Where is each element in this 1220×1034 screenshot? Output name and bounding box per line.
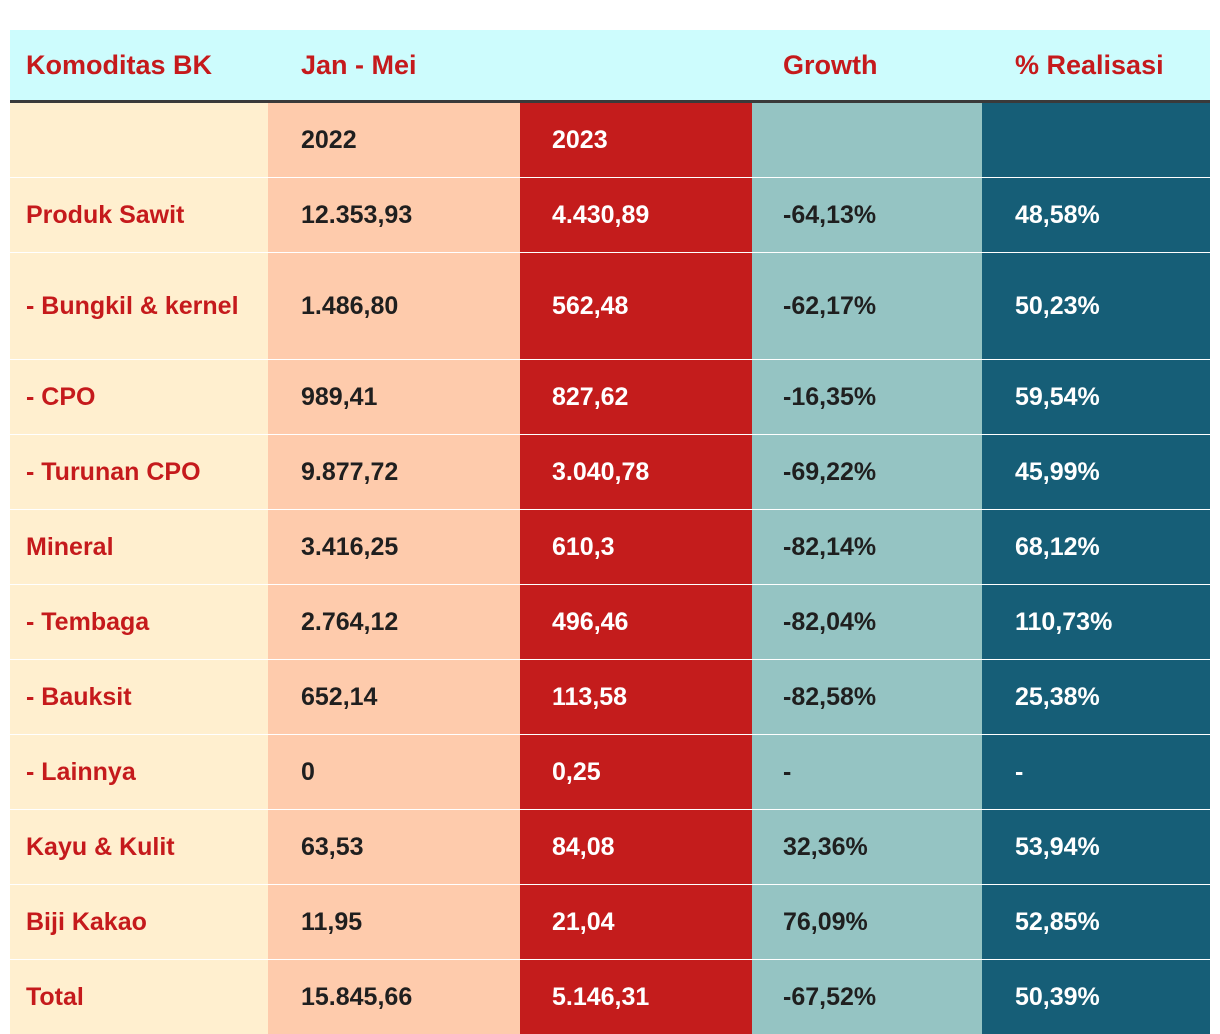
cell-value-2023: 84,08 <box>520 810 752 884</box>
cell-realization: 50,39% <box>982 960 1210 1034</box>
cell-realization: 50,23% <box>982 253 1210 359</box>
cell-value-2022: 2.764,12 <box>268 585 520 659</box>
cell-commodity: Produk Sawit <box>10 178 268 252</box>
cell-realization: 53,94% <box>982 810 1210 884</box>
cell-value-2023: 4.430,89 <box>520 178 752 252</box>
cell-value-2022: 989,41 <box>268 360 520 434</box>
header-period: Jan - Mei <box>301 50 417 80</box>
cell-value-2023: 3.040,78 <box>520 435 752 509</box>
cell-realization: 25,38% <box>982 660 1210 734</box>
header-realization: % Realisasi <box>1015 50 1164 80</box>
cell-commodity: - Lainnya <box>10 735 268 809</box>
cell-realization: 45,99% <box>982 435 1210 509</box>
cell-growth: 32,36% <box>752 810 982 884</box>
cell-value-2023: 0,25 <box>520 735 752 809</box>
year-row: 2022 2023 <box>10 103 1210 178</box>
cell-commodity: - Bungkil & kernel <box>10 253 268 359</box>
cell-value-2022: 9.877,72 <box>268 435 520 509</box>
table-body: 2022 2023 Produk Sawit 12.353,93 4.430,89-… <box>10 103 1210 1034</box>
cell-growth: - <box>752 735 982 809</box>
cell-growth: -67,52% <box>752 960 982 1034</box>
cell-commodity: - Bauksit <box>10 660 268 734</box>
cell-realization: 48,58% <box>982 178 1210 252</box>
table-row: - Tembaga 2.764,12 496,46 -82,04% 110,73% <box>10 585 1210 660</box>
cell-commodity: - Turunan CPO <box>10 435 268 509</box>
cell-commodity: Kayu & Kulit <box>10 810 268 884</box>
table-row: - Lainnya 0 0,25- - <box>10 735 1210 810</box>
cell-realization: 68,12% <box>982 510 1210 584</box>
cell-commodity: - Tembaga <box>10 585 268 659</box>
cell-value-2022: 12.353,93 <box>268 178 520 252</box>
cell-growth: -16,35% <box>752 360 982 434</box>
cell-commodity: - CPO <box>10 360 268 434</box>
table-row: Kayu & Kulit 63,53 84,08 32,36% 53,94% <box>10 810 1210 885</box>
cell-value-2023: 827,62 <box>520 360 752 434</box>
table-row: Total 15.845,66 5.146,31 -67,52% 50,39% <box>10 960 1210 1034</box>
cell-commodity: Mineral <box>10 510 268 584</box>
cell-value-2023: 496,46 <box>520 585 752 659</box>
cell-growth: -82,58% <box>752 660 982 734</box>
cell-growth: -82,14% <box>752 510 982 584</box>
cell-value-2022: 63,53 <box>268 810 520 884</box>
year-row-growth-blank <box>752 103 982 177</box>
cell-value-2022: 11,95 <box>268 885 520 959</box>
cell-growth: 76,09% <box>752 885 982 959</box>
cell-realization: 110,73% <box>982 585 1210 659</box>
cell-value-2023: 5.146,31 <box>520 960 752 1034</box>
year-2022: 2022 <box>268 103 520 177</box>
header-empty <box>520 30 752 100</box>
cell-value-2023: 562,48 <box>520 253 752 359</box>
cell-value-2022: 652,14 <box>268 660 520 734</box>
cell-commodity: Biji Kakao <box>10 885 268 959</box>
table-row: - CPO 989,41 827,62 -16,35% 59,54% <box>10 360 1210 435</box>
cell-realization: 59,54% <box>982 360 1210 434</box>
cell-value-2023: 113,58 <box>520 660 752 734</box>
table-row: Biji Kakao 11,95 21,04 76,09% 52,85% <box>10 885 1210 960</box>
cell-commodity: Total <box>10 960 268 1034</box>
cell-realization: - <box>982 735 1210 809</box>
cell-realization: 52,85% <box>982 885 1210 959</box>
cell-growth: -82,04% <box>752 585 982 659</box>
table-row: Produk Sawit 12.353,93 4.430,89 -64,13% 48,5… <box>10 178 1210 253</box>
year-row-realization-blank <box>982 103 1210 177</box>
cell-growth: -64,13% <box>752 178 982 252</box>
cell-value-2023: 21,04 <box>520 885 752 959</box>
table-row: - Turunan CPO 9.877,72 3.040,78 -69,22% 45,9… <box>10 435 1210 510</box>
cell-value-2022: 15.845,66 <box>268 960 520 1034</box>
cell-growth: -62,17% <box>752 253 982 359</box>
year-row-blank <box>10 103 268 177</box>
commodity-table: Komoditas BK Jan - Mei Growth % Realisas… <box>10 30 1210 1034</box>
header-commodity: Komoditas BK <box>26 50 213 80</box>
table-header: Komoditas BK Jan - Mei Growth % Realisas… <box>10 30 1210 103</box>
cell-value-2023: 610,3 <box>520 510 752 584</box>
cell-growth: -69,22% <box>752 435 982 509</box>
year-2023: 2023 <box>520 103 752 177</box>
cell-value-2022: 0 <box>268 735 520 809</box>
header-growth: Growth <box>783 50 878 80</box>
cell-value-2022: 3.416,25 <box>268 510 520 584</box>
cell-value-2022: 1.486,80 <box>268 253 520 359</box>
table-row: - Bungkil & kernel 1.486,80 562,48 -62,17% 5… <box>10 253 1210 360</box>
table-row: - Bauksit 652,14 113,58 -82,58% 25,38% <box>10 660 1210 735</box>
table-row: Mineral 3.416,25 610,3 -82,14% 68,12% <box>10 510 1210 585</box>
